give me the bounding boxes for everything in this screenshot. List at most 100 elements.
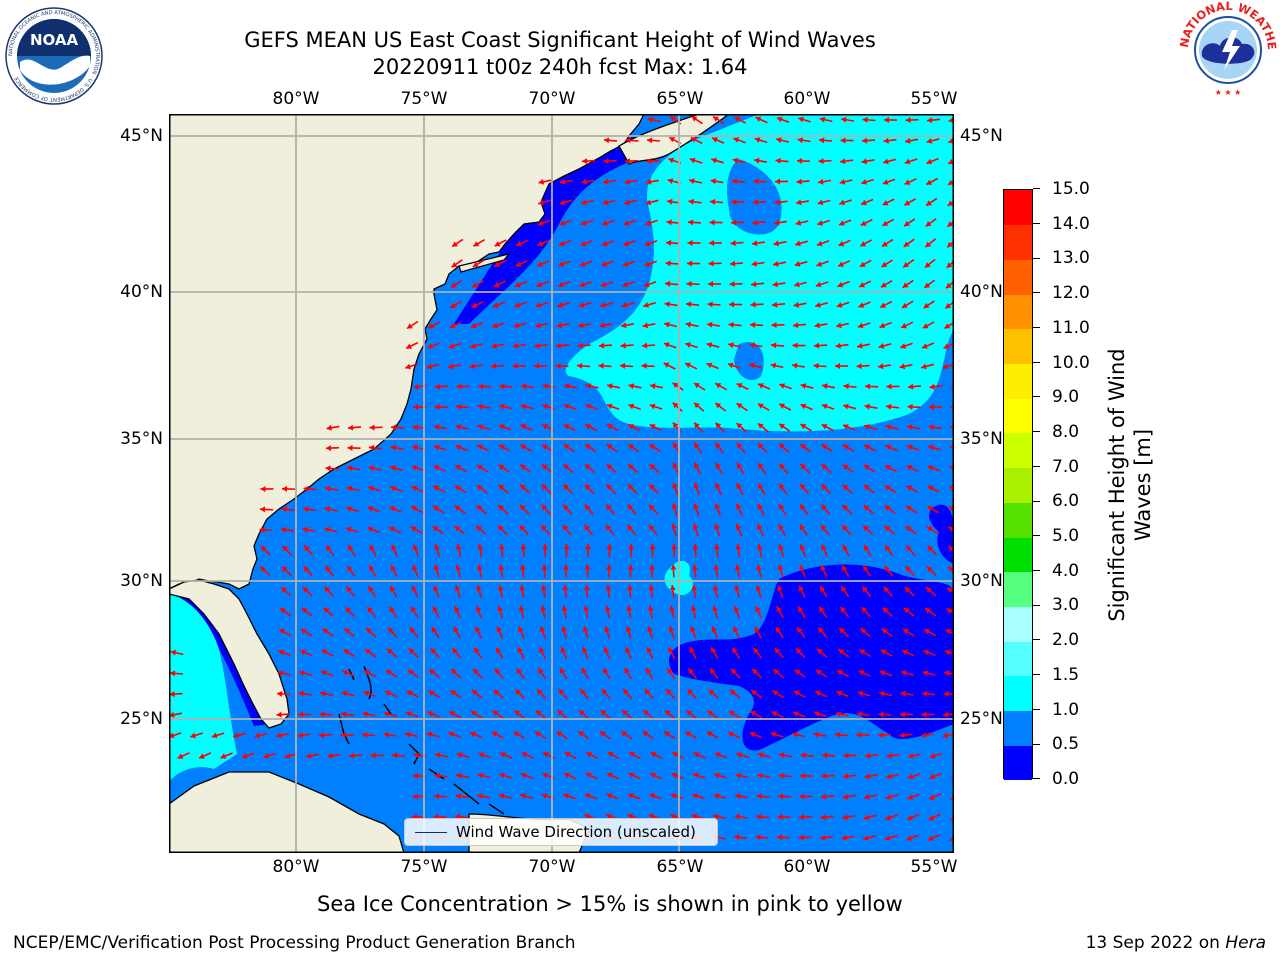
lon-label-top-55w: 55°W [910, 89, 958, 109]
wave-direction-arrowhead [757, 503, 763, 510]
wave-direction-arrowhead [924, 262, 931, 268]
wave-direction-arrowhead [605, 813, 612, 820]
wave-direction-arrowhead [563, 564, 569, 570]
wave-direction-arrowhead [922, 323, 929, 329]
wave-direction-arrowhead [601, 261, 608, 267]
wave-direction-arrowhead [455, 465, 462, 471]
wave-direction-arrowhead [497, 585, 504, 591]
wave-direction-arrowhead [406, 690, 413, 696]
wave-direction-arrowhead [730, 689, 736, 696]
wave-direction-arrowhead [800, 752, 806, 759]
wave-direction-arrowhead [905, 566, 912, 572]
wave-direction-arrowhead [842, 525, 848, 531]
wave-direction-arrowhead [455, 544, 462, 550]
wave-direction-arrowhead [520, 793, 526, 799]
wave-direction-arrowhead [542, 544, 548, 550]
wave-direction-arrowhead [583, 585, 590, 591]
wave-direction-arrowhead [455, 424, 462, 430]
wave-direction-arrowhead [694, 402, 700, 409]
colorbar-tick-mark [1033, 222, 1040, 224]
wave-direction-arrowhead [838, 261, 844, 267]
wave-direction-arrowhead [906, 545, 912, 552]
wave-direction-arrowhead [624, 668, 630, 674]
wave-direction-arrowhead [521, 383, 527, 390]
wave-direction-arrowhead [926, 158, 933, 165]
wave-direction-arrowhead [646, 178, 652, 185]
wave-direction-arrowhead [886, 773, 892, 780]
wave-direction-arrowhead [799, 565, 805, 571]
wave-direction-arrowhead [648, 585, 655, 591]
map-panel[interactable]: Wind Wave Direction (unscaled) [169, 114, 954, 853]
wave-direction-arrowhead [643, 281, 650, 288]
wave-direction-arrowhead [324, 506, 331, 513]
wave-direction-arrowhead [711, 626, 718, 633]
wave-direction-arrowhead [732, 178, 738, 185]
wave-direction-arrowhead [821, 403, 828, 410]
lat-label-left-45n: 45°N [120, 126, 163, 146]
wave-direction-arrowhead [472, 261, 479, 267]
wave-direction-arrowhead [585, 484, 591, 490]
wave-direction-arrowhead [756, 544, 763, 550]
wave-direction-arrowhead [645, 199, 652, 206]
wave-direction-arrowhead [368, 586, 374, 592]
wave-direction-arrowhead [731, 668, 737, 675]
wave-direction-arrowhead [478, 383, 484, 390]
colorbar-segment [1004, 398, 1032, 434]
wave-direction-arrowhead [405, 711, 412, 717]
wave-direction-arrowhead [730, 260, 736, 267]
wave-direction-arrowhead [736, 503, 742, 510]
wave-direction-arrowhead [473, 668, 479, 675]
wave-direction-arrowhead [433, 485, 440, 491]
wave-direction-arrowhead [690, 626, 696, 633]
wave-direction-arrowhead [692, 793, 698, 799]
wave-direction-arrowhead [822, 752, 828, 759]
wave-direction-arrowhead [628, 544, 634, 550]
wave-direction-arrowhead [494, 261, 501, 267]
wave-direction-arrowhead [693, 483, 700, 489]
wave-direction-arrowhead [585, 464, 591, 470]
wave-direction-arrowhead [369, 424, 375, 431]
wave-direction-arrowhead [606, 793, 613, 799]
wave-direction-arrowhead [861, 199, 867, 206]
wave-direction-arrowhead [708, 281, 713, 287]
wave-direction-arrowhead [907, 424, 913, 431]
lon-label-bottom-80w: 80°W [272, 857, 320, 877]
wave-direction-arrowhead [713, 813, 719, 820]
wave-direction-arrowhead [542, 403, 548, 410]
wave-direction-arrowhead [818, 158, 824, 165]
ocean-1.0-1.5-area [565, 114, 954, 432]
wave-direction-arrowhead [606, 444, 613, 450]
wave-direction-arrowhead [822, 383, 828, 390]
wave-direction-arrowhead [390, 565, 396, 571]
wave-direction-arrowhead [491, 363, 497, 370]
wave-direction-arrowhead [755, 834, 761, 841]
wave-direction-arrowhead [905, 137, 911, 144]
wave-direction-arrowhead [556, 322, 563, 329]
wave-direction-arrowhead [691, 585, 698, 591]
wave-direction-arrowhead [821, 544, 827, 551]
wave-direction-arrowhead [672, 462, 679, 469]
wave-direction-arrowhead [645, 220, 652, 226]
wave-direction-arrowhead [757, 524, 763, 530]
wave-direction-arrowhead [411, 485, 418, 492]
colorbar-tick-label: 0.0 [1052, 769, 1080, 789]
wave-direction-arrowhead [456, 752, 463, 758]
wave-direction-arrowhead [755, 585, 762, 591]
wave-direction-arrowhead [749, 362, 755, 369]
wave-direction-arrowhead [607, 383, 613, 390]
wave-direction-arrowhead [713, 544, 720, 550]
colorbar-tick-label: 1.5 [1052, 664, 1080, 685]
wave-direction-arrowhead [715, 422, 722, 429]
wave-direction-arrowhead [665, 280, 671, 287]
colorbar-segment [1004, 432, 1032, 469]
wave-direction-arrowhead [664, 321, 670, 328]
wave-direction-arrowhead [581, 668, 587, 674]
wave-direction-arrowhead [885, 465, 892, 471]
wave-direction-arrowhead [902, 282, 909, 288]
wave-direction-arrowhead [775, 627, 782, 633]
wave-direction-arrowhead [322, 628, 329, 635]
wave-direction-arrowhead [298, 690, 304, 697]
wave-direction-arrowhead [586, 752, 593, 758]
wave-direction-arrowhead [325, 485, 331, 492]
wave-direction-arrowhead [842, 464, 849, 470]
